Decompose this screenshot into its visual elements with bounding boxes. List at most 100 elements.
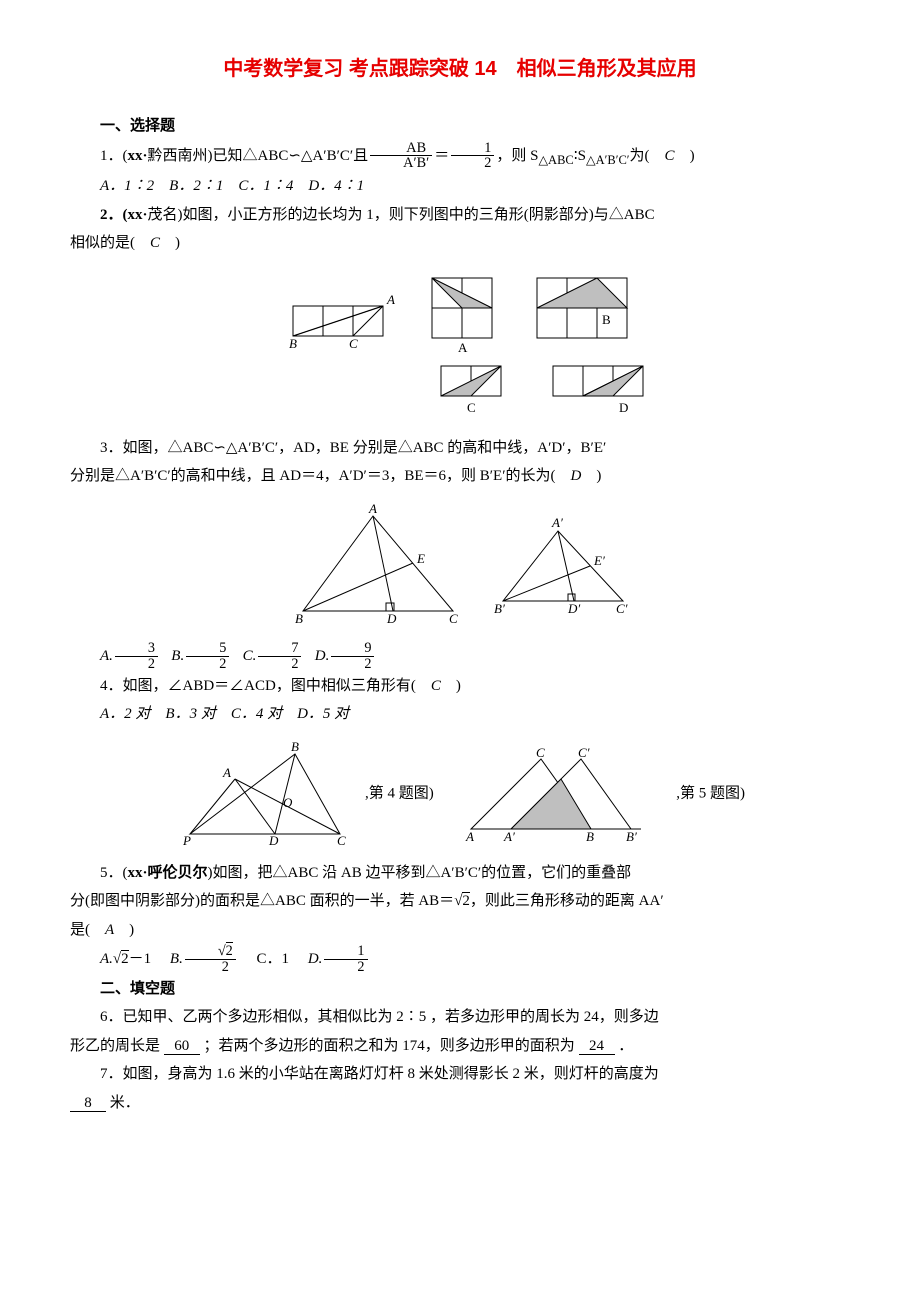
- q6-text-d: ．: [618, 1038, 633, 1054]
- q3-triangle-1: A B C D E: [283, 501, 473, 631]
- q5-cD-den: 2: [324, 960, 367, 975]
- question-6-line1: 6．已知甲、乙两个多边形相似，其相似比为 2∶5 ，若多边形甲的周长为 24，则…: [70, 1003, 850, 1032]
- q2-text-b: 相似的是(: [70, 235, 150, 251]
- q5-Cp: C′: [578, 745, 590, 760]
- q2-optB-label: B: [602, 312, 611, 327]
- question-2: 2．(xx·茂名)如图，小正方形的边长均为 1，则下列图中的三角形(阴影部分)与…: [70, 201, 850, 230]
- q3-cD-den: 2: [331, 657, 374, 672]
- q3-D: D: [386, 611, 397, 626]
- q5-sqrt1: √2: [454, 892, 470, 909]
- q5-text-a: )如图，把△ABC 沿 AB 边平移到△A′B′C′的位置，它们的重叠部: [208, 865, 632, 881]
- q2-option-A: A: [422, 268, 512, 356]
- q2-optC-label: C: [467, 400, 476, 415]
- q2-option-B: B: [527, 268, 637, 356]
- q4-q5-figure-row: B A O P D C ,第 4 题图) C C′ A A′ B B′ ,第 5…: [70, 739, 850, 849]
- q1-text-a: )已知△ABC∽△A′B′C′且: [208, 147, 369, 163]
- q1-source-bold: xx·: [128, 147, 148, 163]
- q5-text-d: 是(: [70, 922, 105, 938]
- q3-Ap: A′: [551, 515, 563, 530]
- q4-D: D: [268, 833, 279, 848]
- q4-O: O: [283, 795, 293, 810]
- question-1: 1．(xx·黔西南州)已知△ABC∽△A′B′C′且ABA′B′＝12，则 S△…: [70, 141, 850, 173]
- q2-ref-B: B: [289, 336, 297, 348]
- q5-Bp: B′: [626, 829, 637, 844]
- q6-text-c: ；若两个多边形的面积之和为 174，则多边形甲的面积为: [204, 1038, 575, 1054]
- q1-frac1: ABA′B′: [370, 141, 432, 172]
- q3-Bp: B′: [494, 601, 505, 616]
- q5-text-b: 分(即图中阴影部分)的面积是△ABC 面积的一半，若 AB＝: [70, 893, 454, 909]
- q5-cB-num-sqrt: 2: [226, 942, 233, 959]
- q2-ref-A: A: [386, 292, 395, 307]
- question-4: 4．如图，∠ABD＝∠ACD，图中相似三角形有( C ): [70, 672, 850, 701]
- q3-cA-frac: 32: [115, 641, 158, 672]
- question-5-line2: 分(即图中阴影部分)的面积是△ABC 面积的一半，若 AB＝√2，则此三角形移动…: [70, 887, 850, 916]
- q3-cD-frac: 92: [331, 641, 374, 672]
- q3-cB-den: 2: [186, 657, 229, 672]
- q1-answer: C: [665, 147, 675, 163]
- q5-text-c: ，则此三角形移动的距离 AA′: [470, 893, 664, 909]
- q5-cB-lbl: B.: [170, 951, 183, 967]
- q2-line2: 相似的是( C ): [70, 229, 850, 258]
- q7-text-b: 米．: [110, 1095, 140, 1111]
- q4-text-b: ): [441, 678, 461, 694]
- q3-triangle-2: A′ B′ C′ D′ E′: [488, 511, 638, 621]
- q2-source-rest: 茂名: [148, 207, 178, 223]
- q5-cD-lbl: D.: [308, 951, 323, 967]
- q3-cD-lbl: D.: [315, 648, 330, 664]
- section-2-heading: 二、填空题: [70, 975, 850, 1004]
- q5-cB-num: √2: [185, 944, 236, 960]
- q1-sub1: △ABC: [538, 152, 573, 166]
- q3-C: C: [449, 611, 458, 626]
- q3-text-c: ): [581, 468, 601, 484]
- q2-option-C: C: [431, 356, 521, 424]
- q5-cA-lbl: A.: [100, 951, 113, 967]
- q4-B: B: [291, 739, 299, 754]
- q5-cB-den: 2: [185, 960, 236, 975]
- q5-C: C: [536, 745, 545, 760]
- question-7-line2: 8 米．: [70, 1089, 850, 1118]
- question-5-line1: 5．(xx·呼伦贝尔)如图，把△ABC 沿 AB 边平移到△A′B′C′的位置，…: [70, 859, 850, 888]
- q3-answer: D: [570, 468, 581, 484]
- q1-source-rest: 黔西南州: [148, 147, 208, 163]
- q5-source-rest: 呼伦贝尔: [148, 865, 208, 881]
- q3-figure-row: A B C D E A′ B′ C′ D′ E′: [70, 501, 850, 631]
- q5-cD-num: 1: [324, 944, 367, 960]
- q5-answer: A: [105, 922, 114, 938]
- q4-answer: C: [431, 678, 441, 694]
- q3-cC-den: 2: [258, 657, 301, 672]
- q2-optD-label: D: [619, 400, 628, 415]
- q1-text-c: 为(: [630, 147, 665, 163]
- q1-choices: A．1∶2 B．2∶1 C．1∶4 D．4∶1: [70, 172, 850, 201]
- q5-cA-sqrt-val: 2: [121, 950, 129, 967]
- q5-sqrt1-val: 2: [462, 892, 470, 909]
- q1-prefix: 1．(: [100, 147, 128, 163]
- q1-frac1-den: A′B′: [370, 156, 432, 171]
- q3-cC-num: 7: [258, 641, 301, 657]
- q2-source-bold: xx·: [128, 207, 148, 223]
- q4-A: A: [222, 765, 231, 780]
- q1-text-d: ): [675, 147, 695, 163]
- q5-text-e: ): [114, 922, 134, 938]
- q2-option-D: D: [543, 356, 653, 424]
- section-1-heading: 一、选择题: [70, 112, 850, 141]
- q5-Ap: A′: [503, 829, 515, 844]
- q5-choices: A.√2－1 B.√22 C．1 D.12: [70, 944, 850, 975]
- q4-figure: B A O P D C: [175, 739, 365, 849]
- q5-A: A: [465, 829, 474, 844]
- q7-blank: 8: [70, 1095, 106, 1113]
- q6-blank2: 24: [579, 1038, 615, 1056]
- q3-B: B: [295, 611, 303, 626]
- q3-choices: A.32 B.52 C.72 D.92: [70, 641, 850, 672]
- q3-Cp: C′: [616, 601, 628, 616]
- q4-text-a: 4．如图，∠ABD＝∠ACD，图中相似三角形有(: [100, 678, 431, 694]
- q3-cB-lbl: B.: [171, 648, 184, 664]
- q6-blank1: 60: [164, 1038, 200, 1056]
- q1-colon: ∶S: [574, 147, 586, 163]
- q5-cB-frac: √22: [185, 944, 236, 975]
- q2-figure-row: A B C A B C D: [70, 268, 850, 424]
- q5-B: B: [586, 829, 594, 844]
- q1-frac1-num: AB: [370, 141, 432, 157]
- question-3-line2: 分别是△A′B′C′的高和中线，且 AD＝4，A′D′＝3，BE＝6，则 B′E…: [70, 462, 850, 491]
- q3-Ep: E′: [593, 553, 605, 568]
- q3-cB-num: 5: [186, 641, 229, 657]
